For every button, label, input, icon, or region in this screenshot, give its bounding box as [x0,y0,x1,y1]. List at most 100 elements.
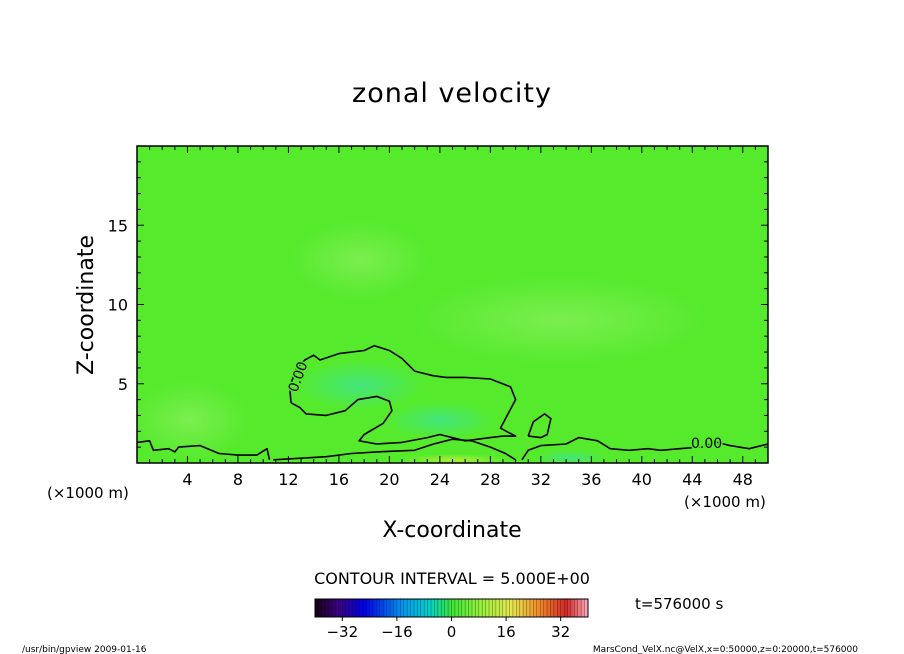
colorbar-cell [475,599,480,617]
colorbar-cell [434,599,439,617]
colorbar-cell [478,599,483,617]
colorbar-cell [577,599,582,617]
colorbar-cell [584,599,589,617]
colorbar-cell [393,599,398,617]
x-tick-label: 24 [430,470,450,489]
colorbar-cell [431,599,435,617]
colorbar-cell [543,599,548,617]
colorbar-cell [458,599,463,617]
colorbar-cell [437,599,442,617]
colorbar-cell [499,599,503,617]
x-tick-label: 48 [733,470,753,489]
shade-bottom-yellow [400,454,510,463]
colorbar-cell [413,599,418,617]
colorbar-cell [369,599,374,617]
colorbar-cell [516,599,521,617]
shade-upper-light [290,220,430,300]
colorbar-cell [567,599,572,617]
y-tick-label: 15 [108,216,128,235]
colorbar-cell [379,599,384,617]
shade-right-light [410,275,710,365]
colorbar-cell [465,599,469,617]
colorbar-cell [454,599,459,617]
contour-interval-text: CONTOUR INTERVAL = 5.000E+00 [314,569,590,588]
colorbar-cell [345,599,350,617]
colorbar-cell [519,599,524,617]
y-ticks: 5 10 15 [108,161,768,448]
x-tick-label: 32 [531,470,551,489]
x-unit-label-left: (×1000 m) [47,484,129,502]
shade-center-cyan [295,360,425,410]
colorbar-cell [512,599,517,617]
y-tick-label: 5 [118,375,128,394]
colorbar-cell [373,599,377,617]
colorbar: −32 −16 0 16 32 [314,598,589,641]
colorbar-cell [536,599,541,617]
colorbar-tick-label: −32 [326,623,358,641]
contour-line-3 [273,438,517,461]
x-tick-label: 12 [278,470,298,489]
colorbar-cell [533,599,538,617]
colorbar-tick-label: 0 [447,623,457,641]
colorbar-cell [441,599,445,617]
contour-line-0 [137,440,271,460]
colorbar-cell [570,599,575,617]
x-tick-label: 40 [632,470,652,489]
colorbar-cell [574,599,579,617]
colorbar-cell [400,599,405,617]
colorbar-cell [396,599,401,617]
contour-line-1 [288,344,517,445]
colorbar-cell [362,599,367,617]
colorbar-cell [366,599,370,617]
colorbar-cell [526,599,531,617]
colorbar-cell [547,599,551,617]
y-tick-label: 10 [108,296,128,315]
colorbar-cell [523,599,527,617]
colorbar-cell [325,599,329,617]
colorbar-cell [403,599,408,617]
colorbar-cell [390,599,394,617]
colorbar-cell [328,599,333,617]
colorbar-tick-label: −16 [381,623,413,641]
colorbar-cell [461,599,466,617]
x-tick-label: 16 [329,470,349,489]
shade-left-light [137,380,250,460]
y-axis-label: Z-coordinate [74,235,99,375]
colorbar-cell [468,599,473,617]
colorbar-tick-label: 32 [551,623,570,641]
colorbar-cell [448,599,452,617]
chart-title: zonal velocity [352,78,552,109]
colorbar-cell [471,599,476,617]
x-unit-label-right: (×1000 m) [684,493,766,511]
colorbar-cell [417,599,422,617]
colorbar-cell [492,599,497,617]
colorbar-cell [410,599,415,617]
colorbar-cell [386,599,391,617]
colorbar-cell [383,599,387,617]
colorbar-cell [342,599,347,617]
colorbar-cell [321,599,326,617]
colorbar-cell [376,599,381,617]
x-tick-label: 8 [233,470,243,489]
x-tick-label: 20 [379,470,399,489]
colorbar-cell [338,599,343,617]
colorbar-cell [529,599,534,617]
x-tick-label: 4 [182,470,192,489]
colorbar-cell [482,599,486,617]
colorbar-cell [424,599,428,617]
contour-line-4 [521,436,768,461]
colorbar-cell [540,599,544,617]
contour-line-2 [527,413,552,439]
x-tick-label: 44 [682,470,702,489]
colorbar-cell [407,599,411,617]
colorbar-cell [349,599,353,617]
colorbar-tick-label: 16 [497,623,516,641]
x-ticks: 4 8 12 16 20 24 28 32 36 40 44 48 [149,146,756,489]
colorbar-cell [550,599,555,617]
footer-left: /usr/bin/gpview 2009-01-16 [22,645,147,654]
colorbar-cell [352,599,357,617]
shade-center2-cyan [385,402,495,438]
colorbar-cells [315,599,589,617]
